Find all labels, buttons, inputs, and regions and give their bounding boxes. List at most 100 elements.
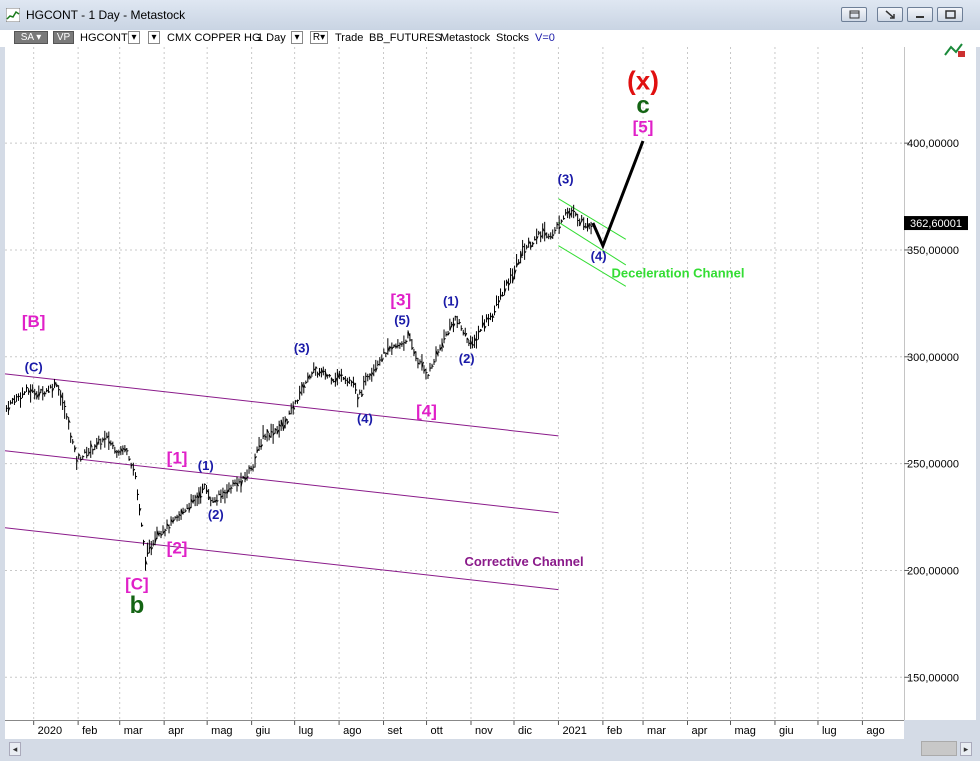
price-bar-close-tick	[373, 368, 376, 372]
maximize-button[interactable]	[937, 7, 963, 22]
restore-layout-button[interactable]	[841, 7, 867, 22]
price-bar-close-tick	[579, 221, 582, 227]
price-bar-close-tick	[260, 444, 264, 448]
maximize-icon	[945, 10, 956, 19]
price-bar-close-tick	[262, 435, 265, 438]
scrollbar-thumb[interactable]	[921, 741, 957, 756]
price-bar-close-tick	[106, 435, 109, 439]
price-bar-close-tick	[494, 310, 497, 313]
price-bar-close-tick	[18, 395, 21, 398]
price-bar-close-tick	[399, 342, 402, 345]
date-axis-svg: 2020 feb mar apr mag giu lug ago set ott nov dic 202…	[33, 721, 885, 737]
wave-label: Deceleration Channel	[612, 266, 745, 281]
price-bar-close-tick	[530, 245, 533, 248]
price-bar-close-tick	[274, 428, 278, 431]
x-tick-label: mag	[211, 725, 232, 737]
period-dropdown[interactable]: ▾	[291, 31, 303, 44]
price-bar-close-tick	[208, 496, 211, 501]
price-bar-close-tick	[389, 346, 392, 349]
price-bar-close-tick	[407, 330, 410, 337]
price-bar-close-tick	[268, 434, 272, 438]
period-field[interactable]: 1 Day	[257, 32, 286, 44]
price-bar-close-tick	[554, 229, 557, 232]
price-bar-close-tick	[413, 351, 416, 355]
wave-label: (4)	[357, 411, 373, 426]
price-bar-close-tick	[180, 508, 184, 515]
wave-label: c	[636, 92, 649, 119]
price-bar-close-tick	[514, 269, 517, 275]
price-bar-close-tick	[478, 330, 481, 333]
price-bar-close-tick	[226, 489, 229, 495]
price-bar-close-tick	[114, 450, 117, 453]
price-bar-close-tick	[242, 476, 245, 479]
price-bar-close-tick	[369, 373, 372, 376]
wave-label: [2]	[167, 538, 188, 557]
exchange-label: BB_FUTURES	[369, 32, 442, 44]
price-bar-close-tick	[258, 445, 261, 448]
vp-button[interactable]: VP	[53, 31, 74, 44]
price-bar-close-tick	[512, 276, 515, 283]
chart-tools-icon[interactable]	[943, 41, 967, 59]
price-bar-close-tick	[212, 500, 215, 504]
price-bar-close-tick	[122, 447, 125, 450]
price-bar-close-tick	[14, 401, 17, 403]
price-bar-close-tick	[470, 340, 473, 345]
price-bar-close-tick	[481, 322, 485, 328]
price-bar-close-tick	[26, 386, 29, 389]
price-bar-close-tick	[214, 499, 217, 503]
x-tick-label: apr	[691, 725, 707, 737]
price-bar-close-tick	[192, 499, 196, 503]
price-bar-close-tick	[500, 294, 503, 297]
name-dropdown[interactable]: ▾	[148, 31, 160, 44]
price-bar-close-tick	[397, 344, 400, 347]
price-bar-close-tick	[270, 430, 273, 433]
y-tick-label: 400,00000	[907, 138, 959, 150]
price-bar-close-tick	[583, 225, 586, 229]
price-bar-close-tick	[266, 429, 270, 433]
price-bar-close-tick	[447, 332, 450, 336]
wave-label: [4]	[416, 402, 437, 421]
price-bar-close-tick	[508, 282, 511, 286]
float-button[interactable]	[877, 7, 903, 22]
price-bar-close-tick	[506, 280, 509, 284]
x-tick-label: mar	[124, 725, 143, 737]
price-bar-close-tick	[104, 437, 107, 440]
price-bar-close-tick	[150, 547, 154, 550]
price-bar-close-tick	[569, 212, 572, 217]
x-tick-label: set	[388, 725, 403, 737]
x-tick-label: mag	[735, 725, 756, 737]
symbol-field[interactable]: HGCONT	[80, 32, 128, 44]
price-bar-close-tick	[313, 368, 316, 371]
price-chart[interactable]: [B] (C) [1] (1) (2) [2] [C] b (3) (4) [3] (5) [4] (1)…	[5, 47, 904, 720]
x-tick-label: lug	[299, 725, 314, 737]
x-tick-label: ott	[431, 725, 443, 737]
price-bar-close-tick	[522, 245, 525, 248]
price-bar-close-tick	[544, 232, 547, 237]
price-bar-close-tick	[473, 337, 477, 342]
price-bar-close-tick	[110, 442, 113, 445]
price-bar-close-tick	[371, 371, 374, 375]
float-icon	[885, 10, 895, 19]
price-bar-close-tick	[538, 232, 541, 234]
stocks-label: Stocks	[496, 32, 530, 44]
price-bar-close-tick	[518, 261, 521, 265]
price-bar-close-tick	[184, 510, 187, 513]
wave-label: (1)	[443, 294, 459, 309]
price-bar-close-tick	[40, 388, 43, 391]
price-bar-close-tick	[254, 456, 257, 459]
scroll-right-button[interactable]: ▸	[960, 742, 972, 756]
symbol-dropdown[interactable]: ▾	[128, 31, 140, 44]
price-bar-close-tick	[152, 543, 155, 546]
price-bar-close-tick	[222, 491, 225, 494]
r-dropdown[interactable]: R▾	[310, 31, 328, 44]
price-bar-close-tick	[282, 424, 286, 432]
price-bar-close-tick	[148, 546, 152, 550]
price-bar-close-tick	[516, 262, 519, 267]
price-bar-close-tick	[7, 407, 11, 412]
price-bar-close-tick	[393, 344, 396, 348]
scroll-left-button[interactable]: ◂	[9, 742, 21, 756]
channel-line	[5, 373, 559, 437]
price-bar-close-tick	[504, 288, 507, 294]
minimize-button[interactable]	[907, 7, 933, 22]
sa-dropdown[interactable]: SA ▾	[14, 31, 48, 44]
